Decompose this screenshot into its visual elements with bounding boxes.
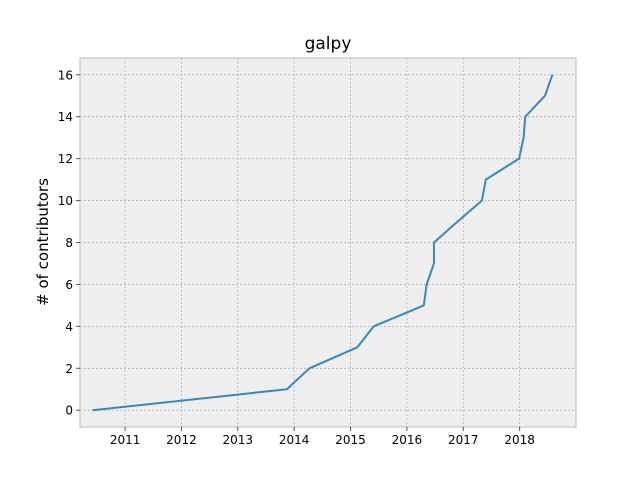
- x-tick-label: 2015: [335, 433, 366, 447]
- y-axis-ticks: 0 2 4 6 8 10 12 14 16: [58, 68, 80, 418]
- x-tick-label: 2013: [223, 433, 254, 447]
- y-tick-label: 0: [65, 404, 73, 418]
- y-tick-label: 8: [65, 236, 73, 250]
- contributors-series-line: [92, 74, 554, 412]
- chart-title: galpy: [305, 34, 352, 54]
- x-tick-label: 2018: [504, 433, 535, 447]
- y-tick-label: 10: [58, 194, 73, 208]
- x-tick-label: 2017: [448, 433, 479, 447]
- x-tick-label: 2011: [110, 433, 141, 447]
- series-layer: [92, 74, 554, 412]
- x-tick-label: 2014: [279, 433, 310, 447]
- y-axis-label: # of contributors: [34, 178, 52, 306]
- y-tick-label: 2: [65, 362, 73, 376]
- y-tick-label: 12: [58, 152, 73, 166]
- x-axis-ticks: 2011 2012 2013 2014 2015 2016 2017 2018: [110, 427, 535, 447]
- x-tick-label: 2016: [392, 433, 423, 447]
- x-tick-label: 2012: [166, 433, 197, 447]
- grid-lines: [80, 58, 576, 427]
- y-tick-label: 4: [65, 320, 73, 334]
- y-tick-label: 6: [65, 278, 73, 292]
- y-tick-label: 16: [58, 68, 73, 82]
- y-tick-label: 14: [58, 110, 73, 124]
